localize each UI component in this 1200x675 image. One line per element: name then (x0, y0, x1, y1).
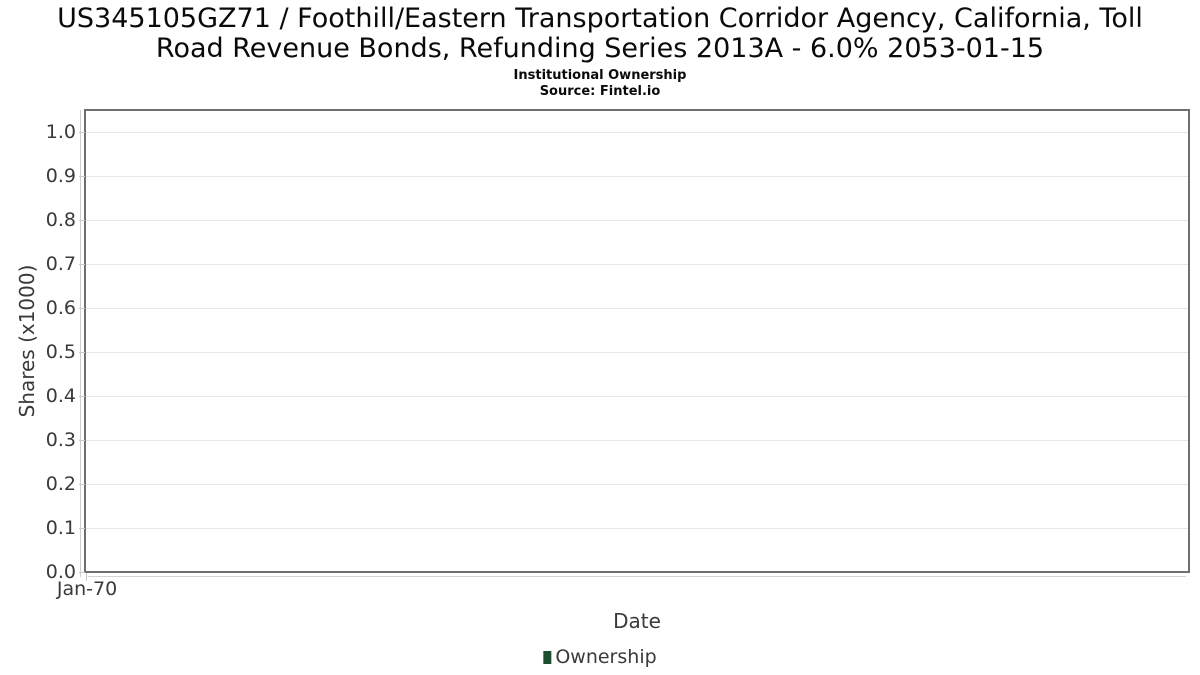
x-axis-line (88, 576, 1186, 577)
y-tick-label: 0.2 (45, 472, 76, 495)
y-tick-label: 0.9 (45, 164, 76, 187)
y-tick-label: 0.0 (45, 560, 76, 583)
y-tick-mark (79, 131, 85, 133)
y-tick-mark (79, 439, 85, 441)
gridline (86, 483, 1188, 485)
legend-swatch-icon (543, 651, 552, 664)
legend-label: Ownership (555, 646, 657, 668)
y-tick-label: 0.6 (45, 296, 76, 319)
chart-source: Source: Fintel.io (539, 84, 661, 99)
gridline (86, 439, 1188, 441)
x-axis-title: Date (613, 609, 661, 633)
chart-title-line2: Road Revenue Bonds, Refunding Series 201… (155, 33, 1045, 64)
gridline (86, 307, 1188, 309)
legend-item-ownership[interactable]: Ownership (543, 646, 657, 668)
gridline (86, 351, 1188, 353)
gridline (86, 175, 1188, 177)
y-tick-label: 0.7 (45, 252, 76, 275)
plot-gridlines (86, 111, 1188, 571)
y-tick-mark (79, 527, 85, 529)
x-tick-mark (86, 573, 87, 581)
gridline (86, 219, 1188, 221)
chart-title-line1: US345105GZ71 / Foothill/Eastern Transpor… (57, 3, 1143, 34)
y-tick-label: 0.4 (45, 384, 76, 407)
plot-area (84, 109, 1190, 573)
gridline (86, 527, 1188, 529)
y-tick-mark (79, 571, 85, 573)
gridline (86, 131, 1188, 133)
y-tick-label: 0.3 (45, 428, 76, 451)
chart-subtitle: Institutional Ownership (513, 68, 687, 83)
y-tick-mark (79, 395, 85, 397)
y-axis-line (80, 110, 81, 577)
gridline (86, 263, 1188, 265)
x-tick-label: Jan-70 (56, 578, 118, 600)
y-tick-label: 0.8 (45, 208, 76, 231)
y-tick-mark (79, 175, 85, 177)
y-tick-label: 0.1 (45, 516, 76, 539)
y-tick-mark (79, 263, 85, 265)
y-tick-label: 1.0 (45, 120, 76, 143)
y-tick-mark (79, 219, 85, 221)
y-tick-mark (79, 483, 85, 485)
y-tick-mark (79, 307, 85, 309)
gridline (86, 395, 1188, 397)
y-tick-mark (79, 351, 85, 353)
y-tick-label: 0.5 (45, 340, 76, 363)
